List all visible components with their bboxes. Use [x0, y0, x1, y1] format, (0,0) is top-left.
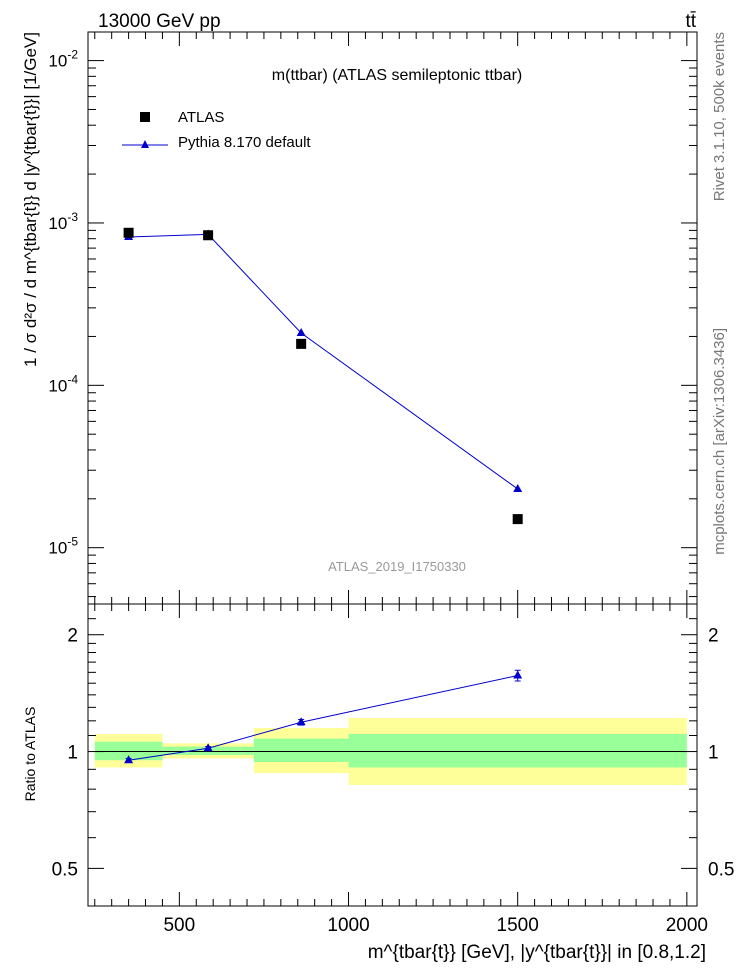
ratio-mc-point	[296, 717, 306, 726]
xtick-label: 500	[163, 915, 195, 936]
legend: ATLAS Pythia 8.170 default	[122, 109, 311, 151]
pythia-point	[296, 328, 306, 337]
main-ytick-label: 10-3	[48, 210, 78, 233]
pythia-line	[128, 233, 518, 490]
ratio-marks	[124, 669, 523, 764]
ratio-mc-line	[128, 675, 518, 761]
pythia-point	[513, 483, 523, 492]
ratio-mc-point	[203, 743, 213, 752]
legend-pythia-marker	[141, 140, 149, 148]
main-ytick-label: 10-4	[48, 372, 78, 395]
atlas-point	[203, 230, 214, 241]
main-ylabel: 1 / σ d²σ / d m^{tbar{t}} d |y^{tbar{t}}…	[21, 32, 40, 367]
ratio-mc-point	[124, 755, 134, 764]
main-ytick-label: 10-5	[48, 535, 78, 558]
main-title: m(ttbar) (ATLAS semileptonic ttbar)	[272, 67, 522, 84]
header-left-label: 13000 GeV pp	[98, 11, 221, 32]
ratio-axes: 0.5 0.5 1 1 2 2 500 1000 1500 2000	[52, 603, 734, 936]
xtick-label: 1500	[497, 915, 539, 936]
rivet-label: Rivet 3.1.10, 500k events	[711, 32, 728, 201]
ratio-ytick-label: 2	[67, 626, 78, 647]
xlabel: m^{tbar{t}} [GeV], |y^{tbar{t}}| in [0.8…	[368, 942, 706, 963]
atlas-point	[296, 338, 307, 349]
ratio-panel: Ratio to ATLAS m^{tbar{t}} [GeV], |y^{tb…	[22, 603, 734, 963]
ratio-mc-point	[513, 670, 523, 679]
ratio-frame	[87, 603, 698, 907]
atlas-point	[512, 514, 523, 525]
ratio-ytick-label-right: 2	[708, 626, 719, 647]
legend-atlas-label: ATLAS	[178, 109, 224, 126]
legend-atlas-marker	[140, 112, 150, 122]
atlas-point	[123, 227, 134, 238]
xtick-label: 2000	[666, 915, 708, 936]
header-right-label: tt̄	[685, 11, 696, 32]
watermark: ATLAS_2019_I1750330	[328, 559, 466, 574]
xtick-label: 1000	[327, 915, 369, 936]
mcplots-label: mcplots.cern.ch [arXiv:1306.3436]	[711, 328, 728, 555]
main-marks	[123, 227, 523, 525]
ratio-ytick-label-right: 1	[708, 743, 719, 764]
main-axes: 10-2 10-3 10-4 10-5	[48, 32, 697, 604]
ratio-ytick-label-right: 0.5	[708, 859, 734, 880]
main-ytick-label: 10-2	[48, 48, 78, 71]
main-panel: m(ttbar) (ATLAS semileptonic ttbar) ATLA…	[21, 31, 698, 605]
ratio-ylabel: Ratio to ATLAS	[22, 707, 38, 802]
ratio-ytick-label: 1	[67, 743, 78, 764]
ratio-band-inner	[348, 733, 687, 768]
ratio-band-inner	[253, 738, 349, 762]
legend-pythia-label: Pythia 8.170 default	[178, 134, 311, 151]
ratio-bands	[94, 718, 687, 786]
ratio-band-inner	[94, 741, 163, 761]
ratio-ytick-label: 0.5	[52, 859, 78, 880]
